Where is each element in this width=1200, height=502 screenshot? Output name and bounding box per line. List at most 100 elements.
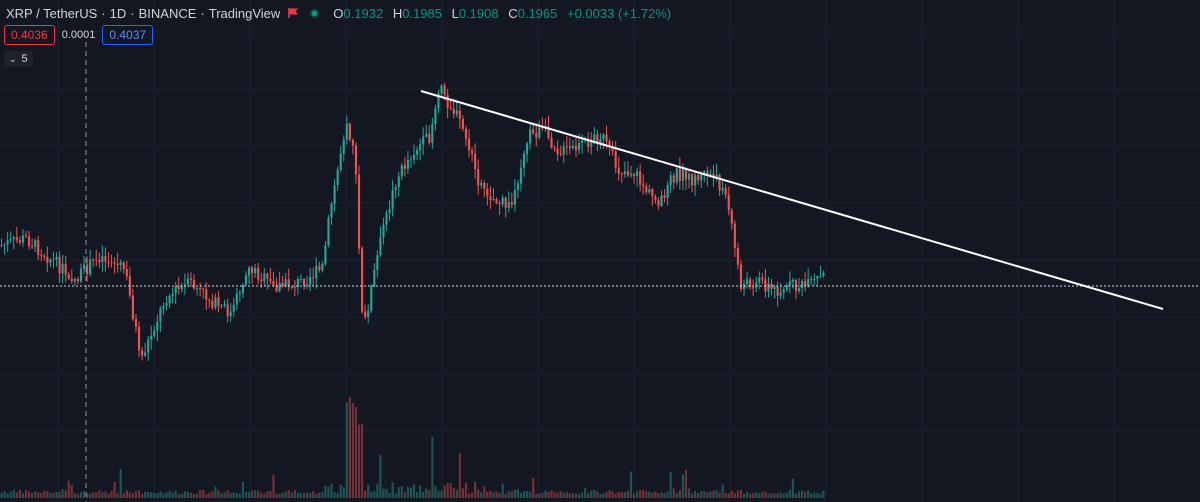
candle-body <box>782 289 785 293</box>
volume-bar <box>697 492 700 498</box>
volume-bar <box>504 493 507 498</box>
candle-body <box>232 304 235 312</box>
volume-bar <box>409 487 413 498</box>
symbol-name[interactable]: XRP / TetherUS <box>6 5 98 21</box>
volume-bar <box>150 492 153 498</box>
candle-body <box>354 145 358 175</box>
buy-button[interactable]: 0.4037 <box>102 25 154 45</box>
candle-body <box>388 209 391 214</box>
candle-body <box>547 126 550 138</box>
candle-body <box>95 259 98 261</box>
candle-body <box>174 286 177 294</box>
volume-bar <box>119 469 122 498</box>
candle-body <box>758 277 761 283</box>
candle-body <box>715 174 718 178</box>
volume-bar <box>452 487 455 498</box>
candle-body <box>467 138 471 151</box>
candle-body <box>776 286 779 296</box>
indicators-toggle-button[interactable]: ⌄ 5 <box>4 51 33 67</box>
candle-body <box>220 305 223 307</box>
candle-body <box>113 262 116 264</box>
volume-bar <box>251 490 254 498</box>
candle-body <box>391 190 394 210</box>
volume-bar <box>183 491 186 498</box>
candle-body <box>730 210 733 224</box>
volume-bar <box>345 402 348 498</box>
volume-bar <box>464 482 468 498</box>
spread-value: 0.0001 <box>61 29 96 41</box>
candle-body <box>302 278 306 286</box>
candle-body <box>816 276 819 279</box>
volume-bar <box>220 493 223 498</box>
candle-body <box>504 197 507 208</box>
volume-bar <box>599 493 602 498</box>
candle-body <box>822 272 825 277</box>
volume-bar <box>370 491 373 498</box>
candle-body <box>168 295 171 304</box>
candle-body <box>55 256 58 260</box>
volume-bar <box>156 492 159 498</box>
candle-body <box>510 202 513 205</box>
candle-body <box>492 198 495 200</box>
volume-bar <box>461 488 464 498</box>
candle-body <box>501 197 504 205</box>
candle-body <box>400 165 403 177</box>
volume-bar <box>721 484 724 498</box>
candle-body <box>416 149 419 155</box>
candle-body <box>486 188 489 197</box>
candle-body <box>437 93 440 109</box>
candle-body <box>581 140 584 143</box>
volume-bar <box>577 493 581 498</box>
trendline[interactable] <box>420 90 1164 310</box>
volume-bar <box>596 491 599 498</box>
candle-body <box>746 279 749 284</box>
candle-body <box>162 306 165 309</box>
candle-body <box>180 285 183 290</box>
candle-body <box>321 263 324 271</box>
candle-body <box>419 144 422 150</box>
flag-icon[interactable] <box>288 8 299 18</box>
volume-bar <box>559 490 562 498</box>
candle-body <box>24 235 28 237</box>
high-value: 0.1985 <box>402 5 442 21</box>
candle-body <box>177 286 180 290</box>
volume-bar <box>455 489 458 498</box>
candle-body <box>15 237 18 241</box>
volume-bar <box>746 491 749 498</box>
volume-bar <box>244 491 248 498</box>
volume-bar <box>257 490 260 498</box>
interval-label[interactable]: 1D <box>109 5 127 21</box>
volume-bar <box>730 491 733 498</box>
volume-bar <box>196 493 199 498</box>
candle-body <box>593 134 596 141</box>
volume-bar <box>266 491 269 498</box>
candle-body <box>73 279 76 282</box>
volume-bar <box>290 492 293 498</box>
volume-bar <box>223 492 226 498</box>
candle-body <box>406 159 409 169</box>
sell-button[interactable]: 0.4036 <box>4 25 55 45</box>
candle-body <box>214 297 217 308</box>
volume-bar <box>95 492 98 498</box>
candle-body <box>681 169 684 182</box>
candle-body <box>660 195 663 206</box>
candle-body <box>403 165 406 169</box>
candle-body <box>9 238 12 241</box>
candle-body <box>211 300 214 308</box>
candle-body <box>516 183 519 190</box>
candle-body <box>153 330 156 336</box>
volume-bar <box>727 493 730 498</box>
candle-body <box>767 283 770 292</box>
candle-body <box>599 139 602 143</box>
volume-bar <box>742 493 746 498</box>
candle-body <box>428 133 431 143</box>
volume-bar <box>712 490 715 498</box>
volume-bar <box>306 492 309 498</box>
candle-body <box>794 279 798 292</box>
volume-bar <box>388 492 391 498</box>
volume-bar <box>544 490 547 498</box>
candle-body <box>611 146 614 152</box>
candle-body <box>712 173 715 178</box>
volume-bar <box>254 490 257 498</box>
